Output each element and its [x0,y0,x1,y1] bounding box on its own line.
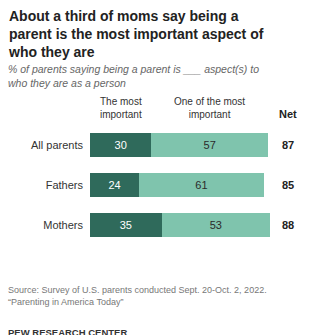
svg-text:The mostimportant: The mostimportant [100,96,142,120]
svg-text:24: 24 [108,179,120,191]
svg-text:PEW RESEARCH CENTER: PEW RESEARCH CENTER [8,327,127,335]
svg-text:Fathers: Fathers [46,179,84,191]
svg-text:30: 30 [115,139,127,151]
svg-text:87: 87 [282,139,294,151]
svg-text:53: 53 [210,219,222,231]
svg-text:61: 61 [195,179,207,191]
svg-text:35: 35 [120,219,132,231]
svg-text:About a third of moms say bein: About a third of moms say being aparent … [8,8,264,60]
svg-text:Source: Survey of U.S. parents: Source: Survey of U.S. parents conducted… [8,285,267,307]
svg-text:All parents: All parents [31,139,83,151]
svg-text:88: 88 [282,219,294,231]
svg-text:Net: Net [279,108,297,120]
svg-text:Mothers: Mothers [43,219,83,231]
svg-text:85: 85 [282,179,294,191]
svg-text:57: 57 [204,139,216,151]
svg-text:One of the mostimportant: One of the mostimportant [174,96,245,120]
svg-text:% of parents saying being a pa: % of parents saying being a parent is __… [8,63,259,89]
